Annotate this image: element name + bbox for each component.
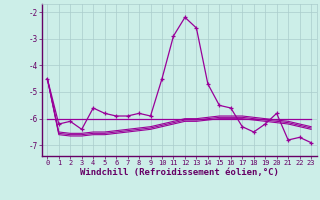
X-axis label: Windchill (Refroidissement éolien,°C): Windchill (Refroidissement éolien,°C) — [80, 168, 279, 177]
